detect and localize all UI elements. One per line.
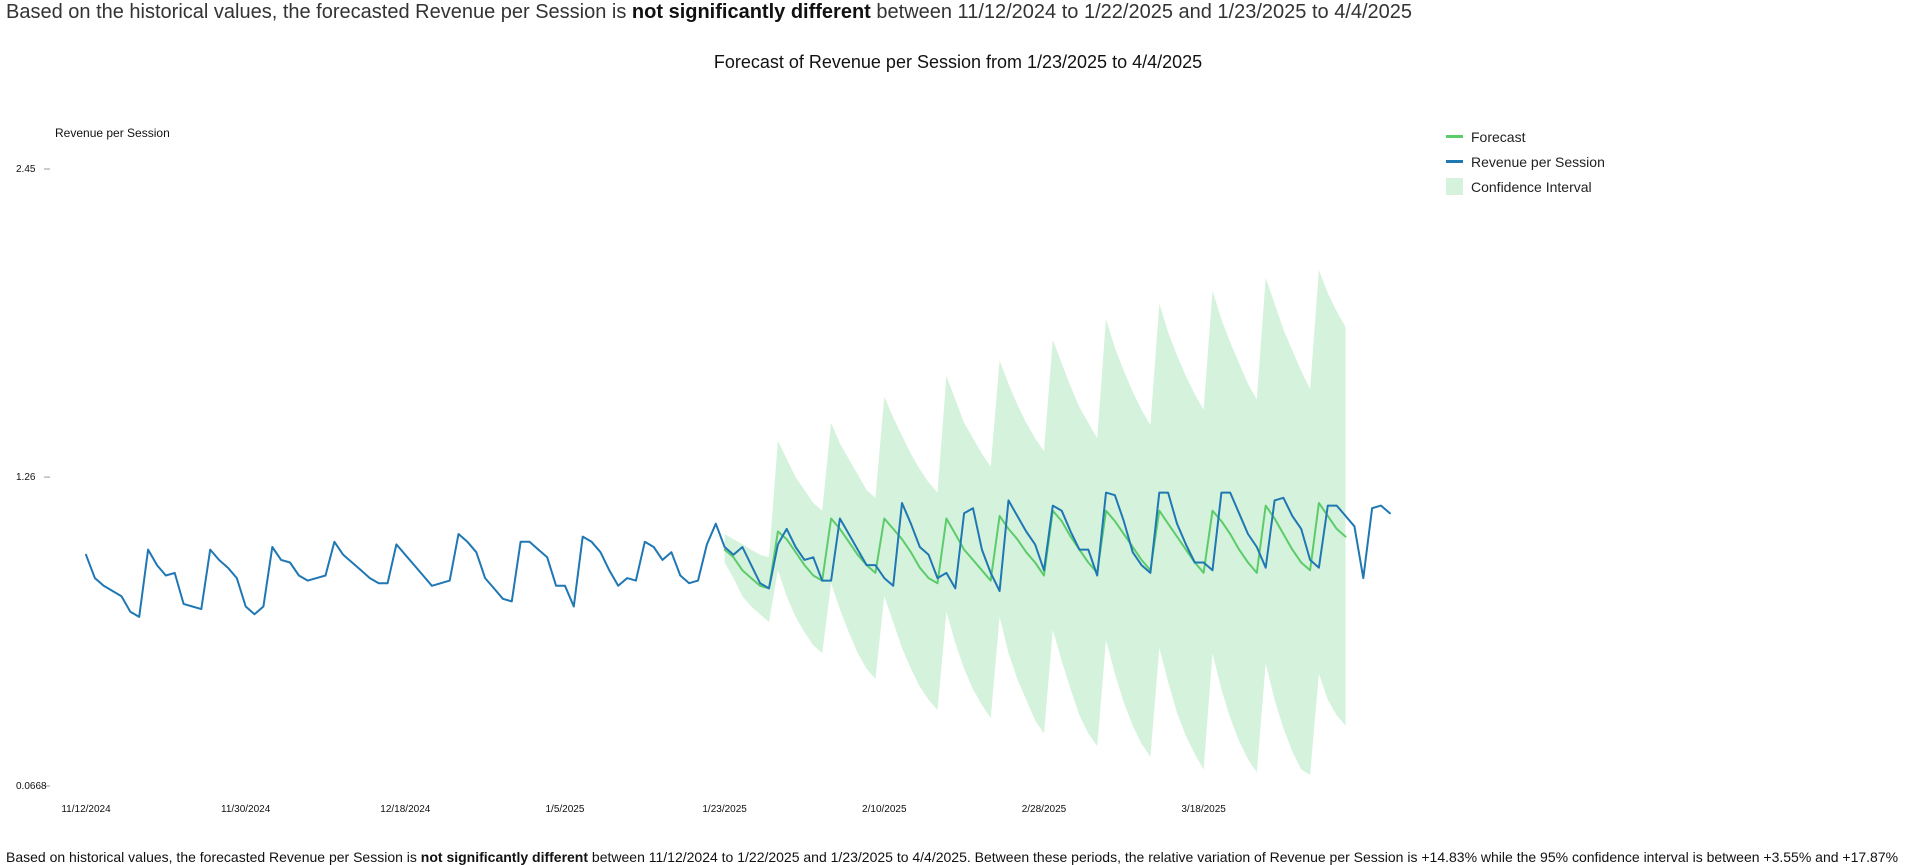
y-axis-label: Revenue per Session [55, 126, 170, 140]
summary-footer: Based on historical values, the forecast… [6, 849, 1898, 865]
series-layer [85, 491, 1391, 618]
footer-text-1: Based on historical values, the forecast… [6, 849, 421, 865]
x-tick-label: 2/28/2025 [1022, 804, 1067, 815]
footer-text-2: between 11/12/2024 to 1/22/2025 and 1/23… [588, 849, 1899, 865]
axis-layer: 2.45 1.26 0.0668 11/12/2024 11/30/2024 12/18/… [16, 164, 1226, 815]
confidence-interval-band [724, 270, 1346, 775]
legend-item-revenue: Revenue per Session [1446, 154, 1605, 170]
forecast-line [723, 502, 1347, 590]
legend: Forecast Revenue per Session Confidence In… [1446, 129, 1605, 195]
summary-headline: Based on the historical values, the fore… [6, 1, 1412, 24]
chart-title: Forecast of Revenue per Session from 1/2… [714, 52, 1202, 72]
legend-label: Revenue per Session [1471, 154, 1605, 170]
x-tick-label: 11/30/2024 [221, 804, 271, 815]
x-tick-label: 3/18/2025 [1181, 804, 1226, 815]
summary-emphasis: not significantly different [631, 1, 871, 23]
legend-swatch [1446, 135, 1463, 138]
legend-item-forecast: Forecast [1446, 129, 1526, 145]
revenue-per-session-line [85, 491, 1391, 618]
legend-label: Forecast [1471, 129, 1526, 145]
confidence-interval-layer [724, 270, 1346, 775]
y-tick-label: 1.26 [16, 472, 36, 483]
x-tick-label: 1/5/2025 [546, 804, 585, 815]
x-tick-label: 11/12/2024 [61, 804, 111, 815]
summary-text-1: Based on the historical values, the fore… [6, 1, 632, 23]
legend-swatch [1446, 160, 1463, 163]
forecast-chart: Forecast of Revenue per Session from 1/2… [16, 52, 1605, 815]
summary-text-2: between 11/12/2024 to 1/22/2025 and 1/23… [870, 1, 1413, 23]
legend-swatch [1446, 178, 1463, 195]
legend-item-ci: Confidence Interval [1446, 178, 1592, 195]
y-tick-label: 2.45 [16, 164, 36, 175]
y-tick-label: 0.0668 [16, 781, 47, 792]
legend-label: Confidence Interval [1471, 179, 1592, 195]
x-tick-label: 12/18/2024 [380, 804, 430, 815]
x-tick-label: 1/23/2025 [702, 804, 747, 815]
x-tick-label: 2/10/2025 [862, 804, 907, 815]
footer-emphasis: not significantly different [420, 849, 589, 865]
